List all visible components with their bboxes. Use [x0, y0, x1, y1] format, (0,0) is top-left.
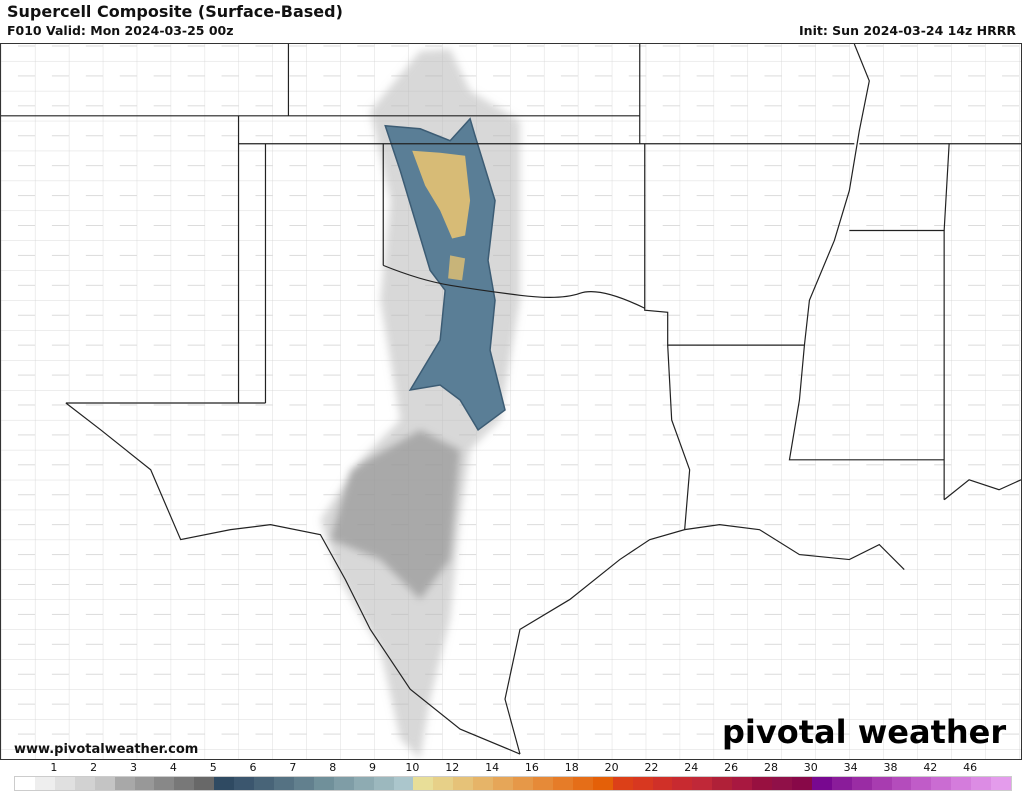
- colorbar-tick-label: 24: [684, 761, 699, 774]
- colorbar-swatch: [831, 777, 852, 790]
- colorbar-swatch: [353, 777, 374, 790]
- colorbar-swatch: [214, 777, 235, 790]
- colorbar-tick-label: 6: [249, 761, 257, 774]
- colorbar-swatch: [134, 777, 155, 790]
- colorbar-swatch: [333, 777, 354, 790]
- blue-scp-region: [384, 117, 506, 432]
- colorbar-swatch: [732, 777, 753, 790]
- colorbar-tick-label: 9: [369, 761, 377, 774]
- colorbar-tick-label: 34: [843, 761, 858, 774]
- colorbar-tick-label: 2: [90, 761, 98, 774]
- colorbar-swatch: [672, 777, 693, 790]
- colorbar-swatch: [632, 777, 653, 790]
- colorbar-swatch: [772, 777, 792, 790]
- colorbar-tick-label: 28: [763, 761, 778, 774]
- colorbar-swatch: [453, 777, 474, 790]
- pivotal-weather-logo: pivotal weather: [722, 713, 1007, 751]
- colorbar-tick-label: 7: [289, 761, 297, 774]
- colorbar-swatch: [911, 777, 932, 790]
- colorbar-tick-label: 10: [405, 761, 420, 774]
- website-url: www.pivotalweather.com: [14, 742, 199, 757]
- colorbar-swatch: [174, 777, 195, 790]
- colorbar-swatch: [532, 777, 553, 790]
- colorbar-swatch: [513, 777, 533, 790]
- colorbar-swatch: [413, 777, 434, 790]
- colorbar-swatch: [991, 777, 1012, 790]
- colorbar-swatch: [234, 777, 255, 790]
- colorbar-tick-label: 5: [209, 761, 217, 774]
- colorbar-tick-label: 46: [963, 761, 978, 774]
- colorbar-swatch: [273, 777, 294, 790]
- colorbar-swatch: [851, 777, 872, 790]
- colorbar-tick-label: 20: [604, 761, 619, 774]
- colorbar-swatch: [313, 777, 334, 790]
- colorbar-tick-label: 4: [169, 761, 177, 774]
- colorbar-swatch: [871, 777, 892, 790]
- colorbar-swatch: [712, 777, 733, 790]
- colorbar-swatch: [931, 777, 952, 790]
- colorbar-swatch: [54, 777, 75, 790]
- colorbar-swatch: [971, 777, 992, 790]
- colorbar-tick-label: 1: [50, 761, 58, 774]
- init-time: Init: Sun 2024-03-24 14z HRRR: [799, 23, 1016, 38]
- colorbar-swatch: [393, 777, 414, 790]
- yellow-scp-region: [412, 150, 471, 239]
- colorbar-tick-label: 30: [803, 761, 818, 774]
- state-borders: [1, 44, 1021, 755]
- colorbar-swatch: [791, 777, 812, 790]
- colorbar-swatch: [572, 777, 593, 790]
- colorbar-swatch: [94, 777, 115, 790]
- map-canvas[interactable]: [0, 43, 1022, 760]
- colorbar-swatch: [652, 777, 673, 790]
- colorbar-swatch: [74, 777, 95, 790]
- colorbar-swatch: [194, 777, 215, 790]
- colorbar-swatch: [114, 777, 135, 790]
- colorbar-swatch: [473, 777, 494, 790]
- colorbar-swatch: [811, 777, 832, 790]
- colorbar-swatch: [692, 777, 713, 790]
- colorbar-swatch: [552, 777, 573, 790]
- colorbar-swatch: [951, 777, 972, 790]
- colorbar-tick-label: 42: [923, 761, 938, 774]
- colorbar-tick-label: 38: [883, 761, 898, 774]
- colorbar: [14, 776, 1012, 791]
- colorbar-swatch: [293, 777, 314, 790]
- colorbar-swatch: [254, 777, 274, 790]
- colorbar-tick-label: 16: [524, 761, 539, 774]
- colorbar-swatch: [612, 777, 633, 790]
- colorbar-tick-label: 12: [445, 761, 460, 774]
- colorbar-tick-label: 8: [329, 761, 337, 774]
- yellow-scp-region-2: [448, 255, 466, 281]
- colorbar-swatch: [154, 777, 175, 790]
- colorbar-swatch: [15, 777, 35, 790]
- valid-time: F010 Valid: Mon 2024-03-25 00z: [7, 23, 234, 38]
- colorbar-tick-label: 26: [724, 761, 739, 774]
- colorbar-tick-label: 14: [485, 761, 500, 774]
- colorbar-swatch: [891, 777, 912, 790]
- colorbar-tick-label: 18: [564, 761, 579, 774]
- colorbar-tick-label: 3: [130, 761, 138, 774]
- colorbar-swatch: [752, 777, 773, 790]
- colorbar-tick-label: 22: [644, 761, 659, 774]
- map-title: Supercell Composite (Surface-Based): [7, 2, 343, 21]
- colorbar-swatch: [592, 777, 613, 790]
- colorbar-swatch: [34, 777, 55, 790]
- colorbar-swatch: [373, 777, 394, 790]
- colorbar-swatch: [493, 777, 514, 790]
- colorbar-swatch: [433, 777, 454, 790]
